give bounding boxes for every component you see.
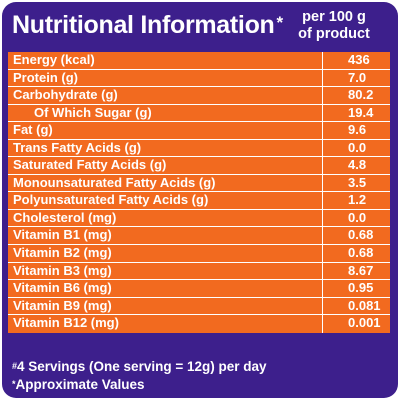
row-label: Saturated Fatty Acids (g) xyxy=(8,157,323,174)
row-label: Vitamin B2 (mg) xyxy=(8,245,323,262)
table-row-sugar: Of Which Sugar (g) 19.4 xyxy=(8,104,390,123)
approximate-note-text: Approximate Values xyxy=(15,377,145,392)
row-value: 436 xyxy=(348,52,370,67)
row-value: 80.2 xyxy=(348,87,374,103)
hash-mark: # xyxy=(12,361,18,371)
row-label: Monounsaturated Fatty Acids (g) xyxy=(8,174,323,192)
row-label: Vitamin B12 (mg) xyxy=(8,315,323,333)
row-label: Trans Fatty Acids (g) xyxy=(8,139,323,157)
serving-note-text: 4 Servings (One serving = 12g) per day xyxy=(17,359,267,374)
row-value: 0.68 xyxy=(348,245,374,261)
panel-title: Nutritional Information * xyxy=(12,8,283,42)
per-100g-heading: per 100 g of product xyxy=(284,9,384,43)
row-label: Of Which Sugar (g) xyxy=(8,104,323,122)
row-label: Cholesterol (mg) xyxy=(8,209,323,227)
table-row-protein: Protein (g) 7.0 xyxy=(8,69,390,88)
table-row-vitamin-b6: Vitamin B6 (mg) 0.95 xyxy=(8,280,390,298)
table-row-trans-fat: Trans Fatty Acids (g) 0.0 xyxy=(8,139,390,158)
row-label: Vitamin B6 (mg) xyxy=(8,280,323,297)
row-value: 3.5 xyxy=(348,174,367,190)
row-label: Vitamin B3 (mg) xyxy=(8,262,323,280)
row-value: 19.4 xyxy=(348,104,374,120)
row-value: 0.081 xyxy=(348,297,381,313)
row-label: Protein (g) xyxy=(8,69,323,87)
serving-note: #4 Servings (One serving = 12g) per day xyxy=(12,358,267,376)
table-row-cholesterol: Cholesterol (mg) 0.0 xyxy=(8,209,390,228)
title-text: Nutritional Information xyxy=(12,11,275,39)
row-value: 8.67 xyxy=(348,262,374,278)
per-line-1: per 100 g xyxy=(302,9,366,25)
row-label: Carbohydrate (g) xyxy=(8,87,323,104)
table-row-carbohydrate: Carbohydrate (g) 80.2 xyxy=(8,87,390,105)
table-row-vitamin-b2: Vitamin B2 (mg) 0.68 xyxy=(8,245,390,263)
row-value: 0.68 xyxy=(348,227,374,243)
table-row-vitamin-b12: Vitamin B12 (mg) 0.001 xyxy=(8,315,390,333)
nutrition-table: Energy (kcal) 436 Protein (g) 7.0 Carbohyd… xyxy=(8,52,390,333)
row-label: Energy (kcal) xyxy=(8,52,323,69)
table-row-vitamin-b3: Vitamin B3 (mg) 8.67 xyxy=(8,262,390,281)
table-row-vitamin-b1: Vitamin B1 (mg) 0.68 xyxy=(8,227,390,246)
approximate-note: *Approximate Values xyxy=(12,376,145,394)
row-value: 9.6 xyxy=(348,122,367,138)
per-line-2: of product xyxy=(298,26,370,42)
table-row-fat: Fat (g) 9.6 xyxy=(8,122,390,140)
table-row-monounsaturated-fat: Monounsaturated Fatty Acids (g) 3.5 xyxy=(8,174,390,193)
asterisk-mark: * xyxy=(12,379,16,389)
row-value: 0.001 xyxy=(348,315,381,331)
row-label: Vitamin B9 (mg) xyxy=(8,297,323,315)
row-value: 0.0 xyxy=(348,139,367,155)
table-row-vitamin-b9: Vitamin B9 (mg) 0.081 xyxy=(8,297,390,316)
row-value: 1.2 xyxy=(348,192,367,208)
row-value: 4.8 xyxy=(348,157,367,173)
table-row-energy: Energy (kcal) 436 xyxy=(8,52,390,70)
title-asterisk: * xyxy=(276,13,284,32)
row-value: 0.0 xyxy=(348,209,367,225)
row-label: Vitamin B1 (mg) xyxy=(8,227,323,245)
row-value: 7.0 xyxy=(348,69,367,85)
row-label: Fat (g) xyxy=(8,122,323,139)
table-row-polyunsaturated-fat: Polyunsaturated Fatty Acids (g) 1.2 xyxy=(8,192,390,210)
row-label: Polyunsaturated Fatty Acids (g) xyxy=(8,192,323,209)
row-value: 0.95 xyxy=(348,280,374,296)
table-row-saturated-fat: Saturated Fatty Acids (g) 4.8 xyxy=(8,157,390,175)
